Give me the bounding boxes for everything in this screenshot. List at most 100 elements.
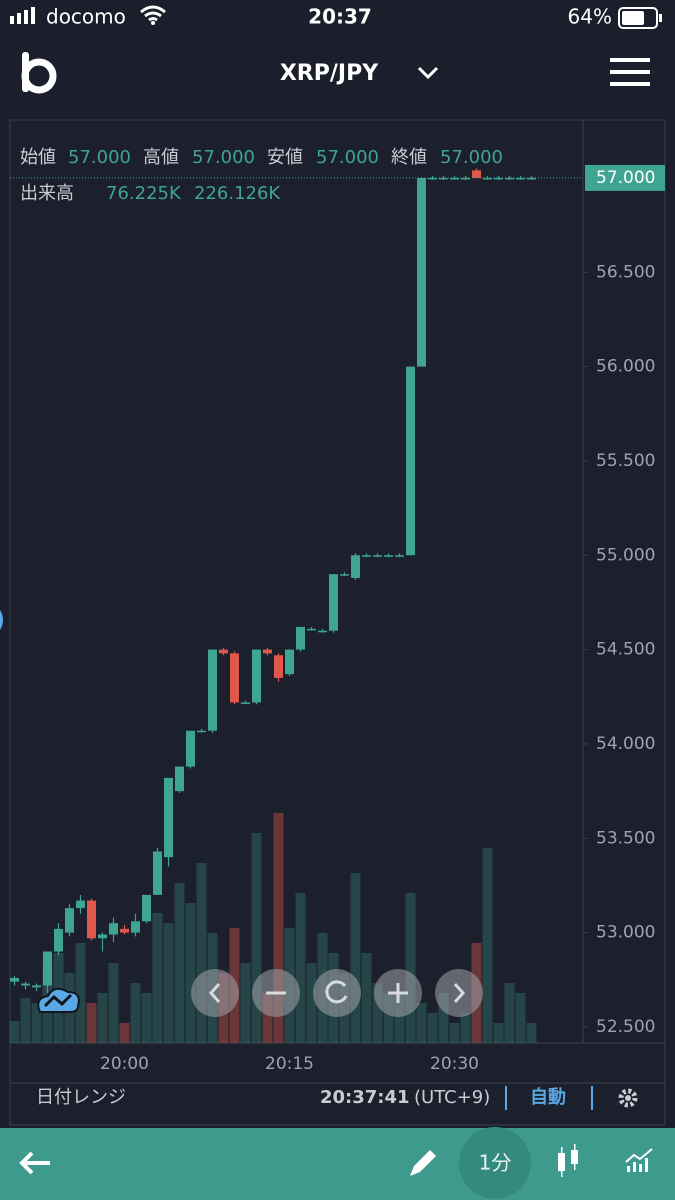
reset-icon[interactable] — [325, 980, 348, 1004]
indicator-icon[interactable] — [37, 987, 80, 1013]
scroll-left-button[interactable] — [191, 969, 239, 1017]
price-tick-label: 54.500 — [596, 640, 655, 660]
timezone: (UTC+9) — [414, 1087, 490, 1108]
legend-value: 57.000 — [440, 147, 503, 168]
candle-body — [21, 983, 30, 986]
legend-label: 安値 — [267, 147, 303, 168]
candle-body — [219, 649, 228, 654]
candle-body — [274, 655, 283, 678]
auto-scale-button[interactable]: 自動 — [530, 1086, 566, 1108]
price-tick-label: 56.500 — [596, 262, 655, 282]
side-handle[interactable] — [0, 610, 3, 630]
scroll-right-button[interactable] — [435, 969, 483, 1017]
dropdown-icon[interactable] — [417, 66, 439, 80]
interval-button-bg[interactable] — [459, 1127, 531, 1199]
signal-bar — [17, 13, 21, 24]
candle-body — [65, 908, 74, 933]
volume-bar — [130, 983, 141, 1043]
price-tick-label: 55.000 — [596, 545, 655, 565]
time-tick-label: 20:30 — [430, 1054, 479, 1074]
menu-line[interactable] — [610, 70, 650, 74]
clock: 20:37 — [308, 5, 372, 29]
header: XRP/JPY — [21, 52, 650, 94]
battery-percent: 64% — [568, 5, 612, 29]
signal-bar — [31, 7, 35, 24]
candle-body — [351, 555, 360, 578]
signal-bar — [24, 10, 28, 24]
candle-body — [439, 177, 448, 180]
candle-body — [43, 951, 52, 986]
label-layer: 52.500 53.000 53.500 54.000 54.500 55.000 55.5… — [10, 164, 665, 1074]
menu-line[interactable] — [610, 58, 650, 62]
candle-icon-wick[interactable] — [561, 1147, 563, 1177]
candle-body — [340, 574, 349, 576]
settings-hub[interactable] — [625, 1095, 631, 1101]
last-price-tag — [585, 164, 665, 191]
indicator-bar[interactable] — [627, 1166, 630, 1172]
chart-type-button[interactable] — [558, 1144, 578, 1177]
candle-icon-wick[interactable] — [574, 1144, 576, 1170]
indicator-line[interactable] — [625, 1148, 653, 1163]
candle-body — [296, 626, 305, 650]
price-tick-label: 54.000 — [596, 734, 655, 754]
volume-ma-value: 226.126K — [194, 183, 281, 204]
carrier: docomo — [46, 5, 126, 29]
candle-body — [527, 177, 536, 180]
back-button[interactable] — [19, 1151, 50, 1175]
indicator-bar[interactable] — [645, 1158, 648, 1172]
volume-bar — [438, 993, 449, 1043]
candle-body — [516, 177, 525, 180]
interval-button[interactable]: 1分 — [479, 1151, 512, 1175]
legend-label: 終値 — [391, 147, 427, 168]
candle-body — [120, 928, 129, 933]
volume-bar — [9, 1021, 20, 1043]
candle-body — [98, 934, 107, 939]
reset-button[interactable] — [313, 969, 361, 1017]
price-tick-label: 56.000 — [596, 357, 655, 377]
candle-body — [54, 928, 63, 952]
volume-bar — [196, 863, 207, 1043]
legend-value: 57.000 — [316, 147, 379, 168]
candle-body — [109, 923, 118, 935]
battery-tip — [659, 14, 662, 22]
candle-body — [505, 177, 514, 180]
volume-bar — [262, 993, 273, 1043]
menu-line[interactable] — [610, 82, 650, 86]
legend: 始値 57.000 高値 57.000 安値 57.000 終値 57.000 … — [20, 147, 503, 204]
volume-bar — [86, 1003, 97, 1043]
candle-body — [164, 777, 173, 858]
wifi-dot — [151, 21, 155, 25]
indicator-button[interactable] — [625, 1148, 653, 1172]
candle-body — [175, 766, 184, 792]
candle-body — [87, 900, 96, 939]
volume-bar — [108, 963, 119, 1043]
date-range-button[interactable]: 日付レンジ — [36, 1087, 126, 1108]
volume-bar — [251, 833, 262, 1043]
volume-bar — [75, 943, 86, 1043]
candle-body — [10, 977, 19, 982]
volume-bar — [119, 1023, 130, 1043]
candle-body — [142, 894, 151, 922]
candle-body — [263, 649, 272, 654]
volume-bar — [361, 953, 372, 1043]
pair-title[interactable]: XRP/JPY — [280, 61, 379, 86]
footer-clock: 20:37:41 — [320, 1087, 410, 1108]
volume-bar — [295, 893, 306, 1043]
zoom-in-icon[interactable] — [388, 983, 408, 1003]
logo-bowl[interactable] — [21, 58, 57, 94]
volume-bar — [482, 848, 493, 1043]
wifi-icon — [140, 5, 166, 22]
candle-body — [450, 177, 459, 180]
settings-button[interactable] — [618, 1088, 638, 1108]
candle-body — [472, 170, 481, 178]
scroll-left-icon[interactable] — [208, 983, 221, 1003]
draw-button[interactable] — [410, 1150, 436, 1176]
scroll-right-icon[interactable] — [453, 983, 466, 1003]
indicator-bar[interactable] — [633, 1162, 636, 1172]
legend-label: 始値 — [20, 147, 56, 168]
indicator-bar[interactable] — [639, 1164, 642, 1172]
cloud-line[interactable] — [43, 993, 73, 1008]
battery-outline — [618, 7, 658, 29]
price-tick-label: 55.500 — [596, 451, 655, 471]
